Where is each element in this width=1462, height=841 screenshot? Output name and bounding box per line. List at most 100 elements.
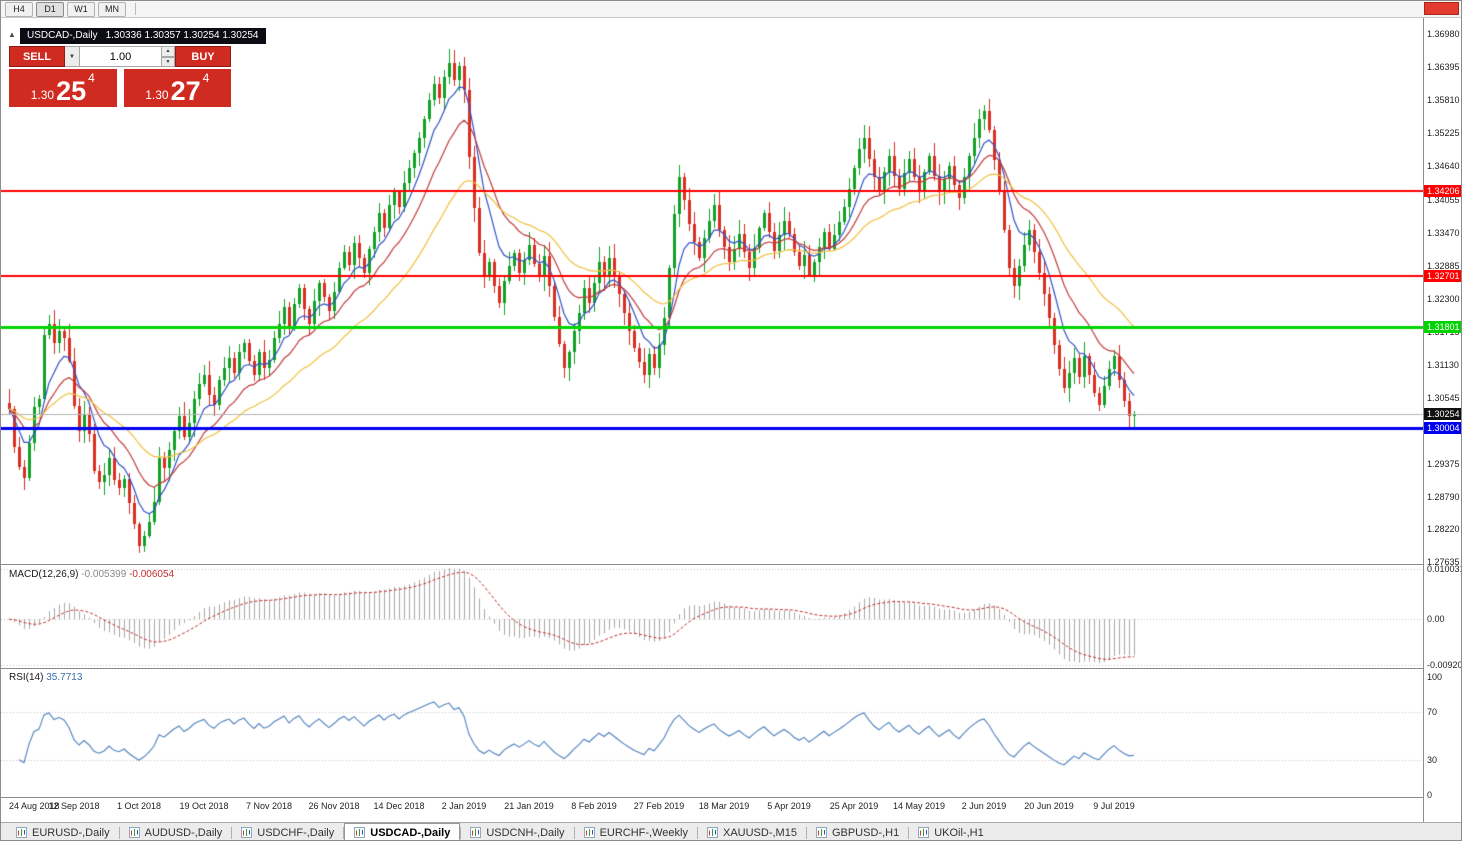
tab-separator xyxy=(696,826,698,839)
tab-separator xyxy=(805,826,807,839)
buy-price-big: 27 xyxy=(170,76,201,107)
time-axis-label: 19 Oct 2018 xyxy=(179,801,229,811)
time-axis-label: 7 Nov 2018 xyxy=(245,801,293,811)
price-axis-label: 1.30545 xyxy=(1427,392,1460,403)
tab-separator xyxy=(908,826,910,839)
macd-signal-value: -0.006054 xyxy=(129,569,175,580)
rsi-label: RSI(14) xyxy=(9,672,44,683)
timeframe-button-h4[interactable]: H4 xyxy=(5,1,33,17)
buy-price-sup: 4 xyxy=(202,71,210,85)
sell-price[interactable]: 1.30 25 4 xyxy=(9,69,117,107)
time-axis-label: 9 Jul 2019 xyxy=(1093,801,1135,811)
time-axis-label: 14 May 2019 xyxy=(892,801,946,811)
rsi-value: 35.7713 xyxy=(46,672,83,683)
tab-label: AUDUSD-,Daily xyxy=(144,826,223,839)
tab-separator xyxy=(460,826,462,839)
price-axis-label: 30 xyxy=(1427,754,1438,765)
price-axis-label: -0.009201 xyxy=(1427,660,1461,670)
price-axis-label: 1.36980 xyxy=(1427,29,1460,40)
panel-divider xyxy=(1,668,1461,669)
tab-label: GBPUSD-,H1 xyxy=(831,826,900,839)
buy-price-prefix: 1.30 xyxy=(145,88,169,102)
symbol-label: USDCAD-,Daily xyxy=(27,30,98,41)
close-button[interactable] xyxy=(1424,2,1459,15)
time-axis-label: 14 Dec 2018 xyxy=(373,801,425,811)
tab-separator xyxy=(118,826,120,839)
price-axis-label: 1.27635 xyxy=(1427,557,1460,568)
current-price-badge: 1.30254 xyxy=(1424,408,1461,420)
hline-price-badge: 1.34206 xyxy=(1424,185,1461,197)
panel-divider xyxy=(1,797,1461,798)
chart-tab-usdchf[interactable]: USDCHF-,Daily xyxy=(232,824,343,841)
volume-stepper: ▲ ▼ xyxy=(162,46,175,67)
time-axis-label: 1 Oct 2018 xyxy=(116,801,162,811)
price-axis-label: 1.33470 xyxy=(1427,227,1460,238)
chart-tab-eurusd[interactable]: EURUSD-,Daily xyxy=(7,824,119,841)
sell-price-big: 25 xyxy=(56,76,87,107)
rsi-panel-canvas xyxy=(1,669,1423,797)
tab-chart-icon xyxy=(583,827,595,838)
tab-label: USDCNH-,Daily xyxy=(486,826,565,839)
timeframe-button-d1[interactable]: D1 xyxy=(36,1,64,17)
time-axis-label: 21 Jan 2019 xyxy=(504,801,554,811)
timeframe-toolbar: H4 D1 W1 MN xyxy=(1,1,1461,18)
price-axis-label: 1.28220 xyxy=(1427,523,1460,534)
tab-separator xyxy=(343,826,345,839)
chart-tab-ukoil[interactable]: UKOil-,H1 xyxy=(909,824,993,841)
chart-tab-xauusd[interactable]: XAUUSD-,M15 xyxy=(698,824,806,841)
time-axis-label: 24 Aug 2018 xyxy=(9,801,60,811)
tab-label: USDCAD-,Daily xyxy=(370,826,451,839)
chart-tabs-bar: EURUSD-,Daily AUDUSD-,Daily USDCHF-,Daily U… xyxy=(1,822,1461,841)
tab-chart-icon xyxy=(815,827,827,838)
time-axis-label: 18 Mar 2019 xyxy=(698,801,750,811)
chart-tab-usdcad[interactable]: USDCAD-,Daily xyxy=(344,822,461,840)
price-axis-label: 1.34055 xyxy=(1427,194,1460,205)
tab-chart-icon xyxy=(918,827,930,838)
chart-tab-gbpusd[interactable]: GBPUSD-,H1 xyxy=(807,824,908,841)
sell-button[interactable]: SELL xyxy=(9,46,65,67)
macd-label: MACD(12,26,9) xyxy=(9,569,79,580)
buy-button[interactable]: BUY xyxy=(175,46,231,67)
price-axis-label: 1.36395 xyxy=(1427,62,1460,73)
price-axis[interactable]: 1.36980 1.36395 1.35810 1.35225 1.34640 1.340… xyxy=(1423,18,1461,822)
timeframe-button-mn[interactable]: MN xyxy=(98,1,126,17)
price-axis-label: 0.00 xyxy=(1427,614,1445,625)
toolbar-separator xyxy=(135,3,136,15)
collapse-panel-icon[interactable]: ▲ xyxy=(8,30,16,39)
macd-title: MACD(12,26,9) -0.005399 -0.006054 xyxy=(9,569,174,580)
hline-price-badge: 1.32701 xyxy=(1424,270,1461,282)
tab-label: XAUUSD-,M15 xyxy=(722,826,797,839)
volume-input[interactable] xyxy=(80,46,162,67)
main-chart-canvas[interactable] xyxy=(1,18,1423,564)
hline-price-badge: 1.30004 xyxy=(1424,422,1461,434)
price-axis-label: 0 xyxy=(1427,790,1433,800)
volume-down-button[interactable]: ▼ xyxy=(162,56,175,67)
tab-label: USDCHF-,Daily xyxy=(257,826,335,839)
chart-tab-eurchf[interactable]: EURCHF-,Weekly xyxy=(575,824,697,841)
timeframe-buttons: H4 D1 W1 MN xyxy=(5,1,126,17)
price-axis-label: 1.29375 xyxy=(1427,458,1460,469)
tab-chart-icon xyxy=(128,827,140,838)
chart-tab-audusd[interactable]: AUDUSD-,Daily xyxy=(120,824,232,841)
time-axis-label: 8 Feb 2019 xyxy=(571,801,617,811)
macd-panel-canvas xyxy=(1,565,1423,668)
chart-tab-usdcnh[interactable]: USDCNH-,Daily xyxy=(461,824,573,841)
volume-up-button[interactable]: ▲ xyxy=(162,46,175,57)
tab-chart-icon xyxy=(241,827,253,838)
timeframe-button-w1[interactable]: W1 xyxy=(67,1,95,17)
buy-price[interactable]: 1.30 27 4 xyxy=(123,69,231,107)
time-axis-label: 12 Sep 2018 xyxy=(48,801,100,811)
price-axis-label: 1.31130 xyxy=(1427,359,1459,370)
time-axis-label: 20 Jun 2019 xyxy=(1024,801,1074,811)
tab-label: EURUSD-,Daily xyxy=(32,826,110,839)
price-axis-label: 1.32885 xyxy=(1427,260,1460,271)
tab-label: UKOil-,H1 xyxy=(934,826,984,839)
price-axis-label: 1.35225 xyxy=(1427,128,1460,139)
sell-price-sup: 4 xyxy=(88,71,95,85)
volume-dropdown-button[interactable]: ▼ xyxy=(65,46,80,67)
tab-chart-icon xyxy=(470,827,482,838)
price-axis-label: 1.35810 xyxy=(1427,95,1460,106)
time-axis[interactable]: 24 Aug 2018 12 Sep 2018 1 Oct 2018 19 Oct 2… xyxy=(1,798,1423,822)
time-axis-label: 2 Jan 2019 xyxy=(441,801,487,811)
